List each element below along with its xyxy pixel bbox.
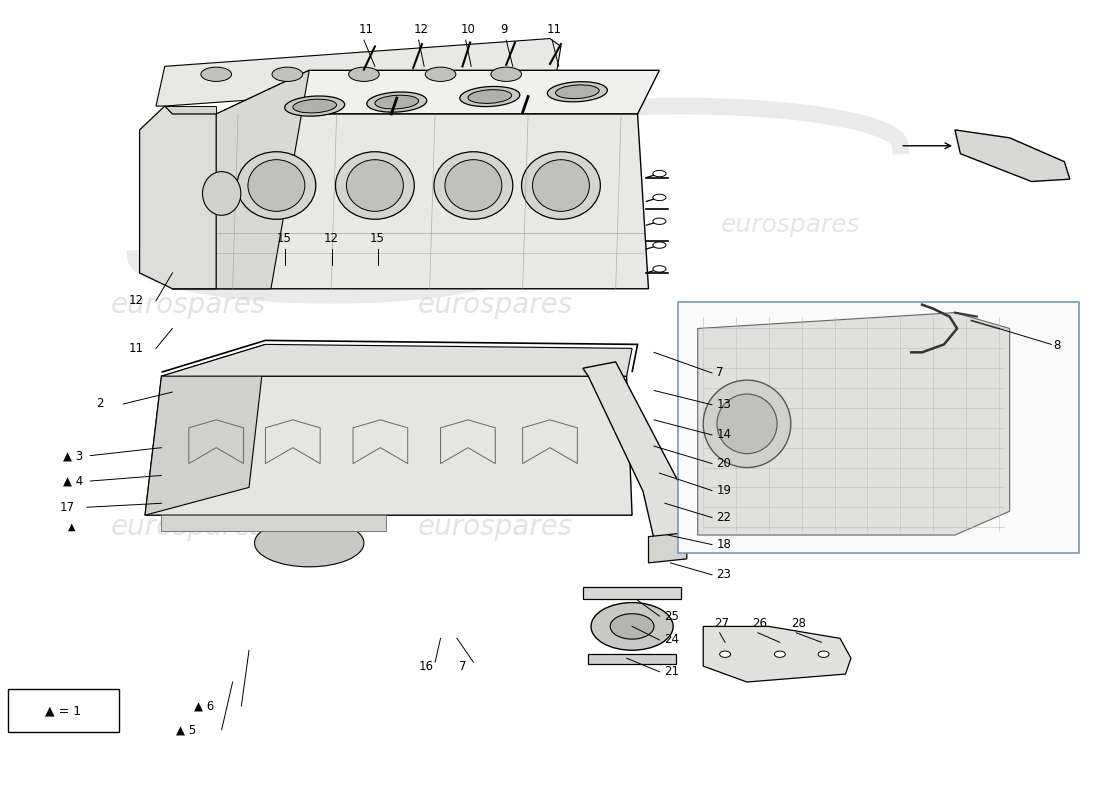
Text: 7: 7 bbox=[716, 366, 724, 379]
Text: ▲ 5: ▲ 5 bbox=[176, 723, 196, 736]
Polygon shape bbox=[145, 344, 265, 515]
Ellipse shape bbox=[434, 152, 513, 219]
Ellipse shape bbox=[468, 90, 512, 103]
Polygon shape bbox=[697, 313, 1010, 535]
Text: ▲ 3: ▲ 3 bbox=[63, 449, 84, 462]
Ellipse shape bbox=[548, 82, 607, 102]
Text: eurospares: eurospares bbox=[111, 290, 266, 318]
Text: 24: 24 bbox=[663, 634, 679, 646]
Ellipse shape bbox=[717, 394, 777, 454]
Ellipse shape bbox=[346, 160, 404, 211]
Ellipse shape bbox=[201, 67, 231, 82]
Polygon shape bbox=[162, 344, 632, 376]
Ellipse shape bbox=[653, 194, 666, 201]
Ellipse shape bbox=[653, 242, 666, 248]
Ellipse shape bbox=[444, 160, 502, 211]
Text: 8: 8 bbox=[1054, 339, 1060, 353]
Text: 15: 15 bbox=[276, 232, 292, 245]
Text: 2: 2 bbox=[96, 398, 103, 410]
Polygon shape bbox=[145, 376, 632, 515]
Text: 27: 27 bbox=[714, 618, 729, 630]
Text: 11: 11 bbox=[547, 23, 562, 36]
Polygon shape bbox=[140, 106, 217, 289]
Text: 19: 19 bbox=[716, 484, 732, 497]
Text: 23: 23 bbox=[716, 568, 732, 582]
Text: 18: 18 bbox=[716, 538, 732, 551]
Text: 10: 10 bbox=[460, 23, 475, 36]
Polygon shape bbox=[173, 114, 649, 289]
Text: 14: 14 bbox=[716, 429, 732, 442]
Ellipse shape bbox=[202, 171, 241, 215]
Text: 11: 11 bbox=[129, 342, 144, 355]
Text: 15: 15 bbox=[370, 232, 384, 245]
FancyBboxPatch shape bbox=[9, 689, 119, 732]
Text: 11: 11 bbox=[359, 23, 374, 36]
Ellipse shape bbox=[818, 651, 829, 658]
Ellipse shape bbox=[653, 266, 666, 272]
Polygon shape bbox=[162, 515, 386, 531]
Text: ▲ 4: ▲ 4 bbox=[63, 474, 84, 487]
Text: ▲: ▲ bbox=[68, 522, 76, 532]
Polygon shape bbox=[173, 70, 309, 289]
Text: 20: 20 bbox=[716, 457, 732, 470]
Text: 21: 21 bbox=[663, 666, 679, 678]
Polygon shape bbox=[165, 106, 217, 114]
Ellipse shape bbox=[532, 160, 590, 211]
Ellipse shape bbox=[236, 152, 316, 219]
Text: 12: 12 bbox=[414, 23, 428, 36]
Text: 17: 17 bbox=[59, 501, 75, 514]
Ellipse shape bbox=[366, 92, 427, 112]
Polygon shape bbox=[588, 654, 675, 664]
Polygon shape bbox=[156, 38, 561, 106]
Text: 9: 9 bbox=[500, 23, 508, 36]
Polygon shape bbox=[649, 533, 686, 563]
Text: 26: 26 bbox=[752, 618, 768, 630]
Text: 12: 12 bbox=[129, 294, 144, 307]
Polygon shape bbox=[583, 362, 686, 539]
Text: eurospares: eurospares bbox=[418, 513, 573, 541]
Ellipse shape bbox=[272, 67, 302, 82]
Text: 13: 13 bbox=[716, 398, 732, 411]
FancyBboxPatch shape bbox=[678, 302, 1079, 554]
Ellipse shape bbox=[591, 602, 673, 650]
Ellipse shape bbox=[521, 152, 601, 219]
Text: 12: 12 bbox=[323, 232, 339, 245]
Ellipse shape bbox=[336, 152, 415, 219]
Ellipse shape bbox=[375, 95, 419, 109]
Polygon shape bbox=[583, 586, 681, 598]
Polygon shape bbox=[955, 130, 1070, 182]
Text: eurospares: eurospares bbox=[418, 290, 573, 318]
Text: 25: 25 bbox=[663, 610, 679, 622]
Ellipse shape bbox=[653, 170, 666, 177]
Text: 7: 7 bbox=[459, 660, 466, 673]
Ellipse shape bbox=[653, 218, 666, 225]
Ellipse shape bbox=[248, 160, 305, 211]
Text: ▲ = 1: ▲ = 1 bbox=[45, 704, 81, 717]
Polygon shape bbox=[703, 626, 851, 682]
Ellipse shape bbox=[293, 99, 337, 113]
Ellipse shape bbox=[703, 380, 791, 467]
Text: eurospares: eurospares bbox=[720, 214, 860, 238]
Ellipse shape bbox=[491, 67, 521, 82]
Ellipse shape bbox=[556, 85, 600, 98]
Text: 28: 28 bbox=[791, 618, 805, 630]
Ellipse shape bbox=[719, 651, 730, 658]
Ellipse shape bbox=[610, 614, 654, 639]
Ellipse shape bbox=[349, 67, 379, 82]
Ellipse shape bbox=[460, 86, 520, 106]
Ellipse shape bbox=[254, 519, 364, 567]
Text: ▲ 6: ▲ 6 bbox=[195, 699, 214, 712]
Ellipse shape bbox=[285, 96, 344, 116]
Ellipse shape bbox=[426, 67, 455, 82]
Ellipse shape bbox=[774, 651, 785, 658]
Polygon shape bbox=[217, 70, 659, 114]
Text: eurospares: eurospares bbox=[111, 513, 266, 541]
Text: 16: 16 bbox=[419, 660, 433, 673]
Text: 22: 22 bbox=[716, 511, 732, 524]
